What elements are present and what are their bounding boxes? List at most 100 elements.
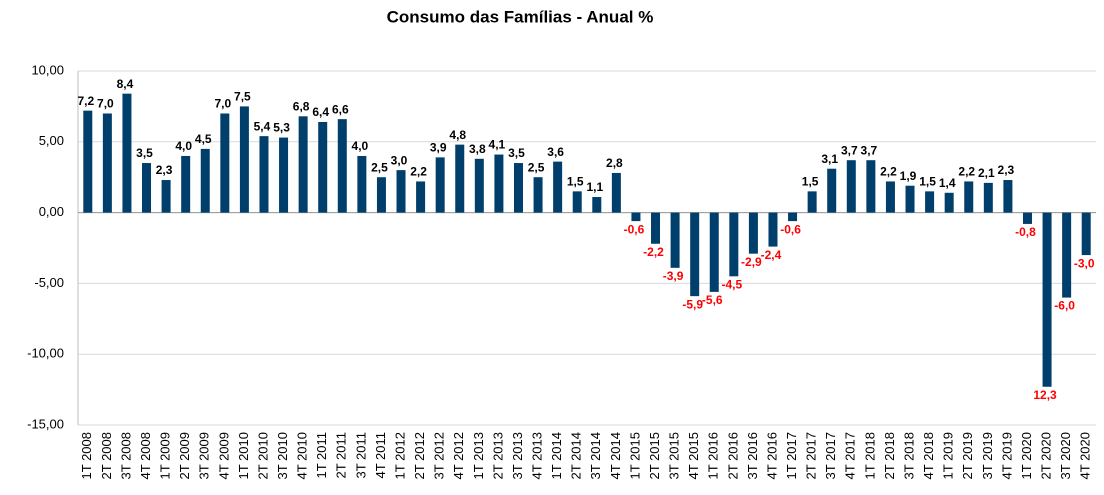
bar	[1022, 212, 1032, 224]
x-tick-label: 2T 2014	[569, 432, 584, 479]
bar	[553, 161, 563, 213]
bar	[748, 212, 758, 254]
value-label: 3,0	[391, 153, 408, 167]
bar	[631, 212, 641, 222]
value-label: 7,5	[234, 90, 251, 104]
chart-title: Consumo das Famílias - Anual %	[387, 7, 654, 26]
y-tick-label: 10,00	[31, 62, 64, 77]
bar	[729, 212, 739, 277]
value-label: 4,0	[175, 139, 192, 153]
bar	[376, 177, 386, 213]
value-label: 3,7	[841, 143, 858, 157]
x-tick-label: 1T 2016	[706, 432, 721, 479]
x-tick-label: 3T 2009	[197, 432, 212, 479]
value-label: -4,5	[721, 277, 742, 291]
y-tick-label: -5,00	[34, 275, 64, 290]
x-tick-label: 2T 2020	[1038, 432, 1053, 479]
x-tick-label: 3T 2008	[118, 432, 133, 479]
y-tick-label: 5,00	[39, 133, 64, 148]
x-tick-label: 4T 2010	[295, 432, 310, 479]
x-tick-label: 4T 2018	[921, 432, 936, 479]
value-label: 2,5	[371, 160, 388, 174]
x-tick-label: 4T 2012	[451, 432, 466, 479]
x-tick-label: 4T 2019	[999, 432, 1014, 479]
x-tick-label: 2T 2016	[725, 432, 740, 479]
bar	[239, 106, 249, 213]
value-label: 3,8	[469, 142, 486, 156]
x-tick-label: 3T 2015	[667, 432, 682, 479]
x-tick-label: 3T 2010	[275, 432, 290, 479]
bar	[1062, 212, 1072, 298]
value-label: 6,8	[293, 99, 310, 113]
x-tick-label: 1T 2008	[79, 432, 94, 479]
value-label: 12,3	[1033, 388, 1057, 402]
x-tick-label: 2T 2008	[99, 432, 114, 479]
y-tick-label: -15,00	[27, 416, 64, 431]
bar	[651, 212, 661, 244]
value-label: 3,7	[861, 143, 878, 157]
value-label: -0,6	[780, 222, 801, 236]
value-label: 1,5	[919, 175, 936, 189]
x-tick-label: 2T 2015	[647, 432, 662, 479]
x-tick-label: 1T 2012	[392, 432, 407, 479]
x-tick-label: 3T 2017	[823, 432, 838, 479]
bar	[298, 116, 308, 213]
bar	[1081, 212, 1091, 256]
value-label: 8,4	[117, 77, 134, 91]
bar	[690, 212, 700, 297]
x-tick-label: 1T 2010	[236, 432, 251, 479]
x-tick-label: 3T 2014	[588, 432, 603, 479]
value-label: 3,6	[547, 145, 564, 159]
value-label: -3,0	[1074, 256, 1095, 270]
x-tick-label: 2T 2010	[255, 432, 270, 479]
x-tick-label: 2T 2012	[412, 432, 427, 479]
bar	[788, 212, 798, 222]
bar	[905, 185, 915, 213]
bar	[357, 155, 367, 213]
x-tick-label: 1T 2018	[862, 432, 877, 479]
value-label: 4,0	[352, 139, 369, 153]
value-label: 1,5	[802, 175, 819, 189]
bar	[592, 197, 602, 213]
x-tick-label: 3T 2018	[901, 432, 916, 479]
bar	[259, 136, 269, 213]
bar	[318, 121, 328, 213]
value-label: 6,4	[312, 105, 329, 119]
bar	[181, 155, 191, 213]
bar	[1042, 212, 1052, 387]
x-tick-label: 2T 2013	[490, 432, 505, 479]
bar	[866, 160, 876, 213]
bar	[83, 110, 93, 213]
value-label: -5,6	[702, 293, 723, 307]
x-tick-label: 3T 2012	[432, 432, 447, 479]
x-tick-label: 4T 2015	[686, 432, 701, 479]
x-tick-label: 4T 2008	[138, 432, 153, 479]
x-tick-label: 3T 2016	[745, 432, 760, 479]
bar	[572, 191, 582, 213]
value-label: 5,3	[273, 121, 290, 135]
bar	[827, 168, 837, 213]
bar	[513, 163, 523, 213]
value-label: 2,3	[156, 163, 173, 177]
value-label: 1,1	[586, 180, 603, 194]
bar	[944, 192, 954, 213]
x-tick-label: 3T 2019	[980, 432, 995, 479]
bar	[709, 212, 719, 292]
x-tick-label: 1T 2019	[941, 432, 956, 479]
bar	[279, 137, 289, 213]
value-label: -0,6	[624, 222, 645, 236]
x-tick-label: 3T 2011	[353, 432, 368, 479]
bar	[494, 154, 504, 213]
bar	[1003, 180, 1013, 213]
bar	[533, 177, 543, 213]
bar	[474, 158, 484, 213]
value-label: 2,3	[998, 163, 1015, 177]
value-label: -0,8	[1015, 225, 1036, 239]
bar	[102, 113, 112, 213]
x-tick-label: 1T 2011	[314, 432, 329, 479]
x-tick-label: 1T 2017	[784, 432, 799, 479]
x-tick-label: 3T 2013	[510, 432, 525, 479]
x-tick-label: 4T 2009	[216, 432, 231, 479]
value-label: 6,6	[332, 102, 349, 116]
